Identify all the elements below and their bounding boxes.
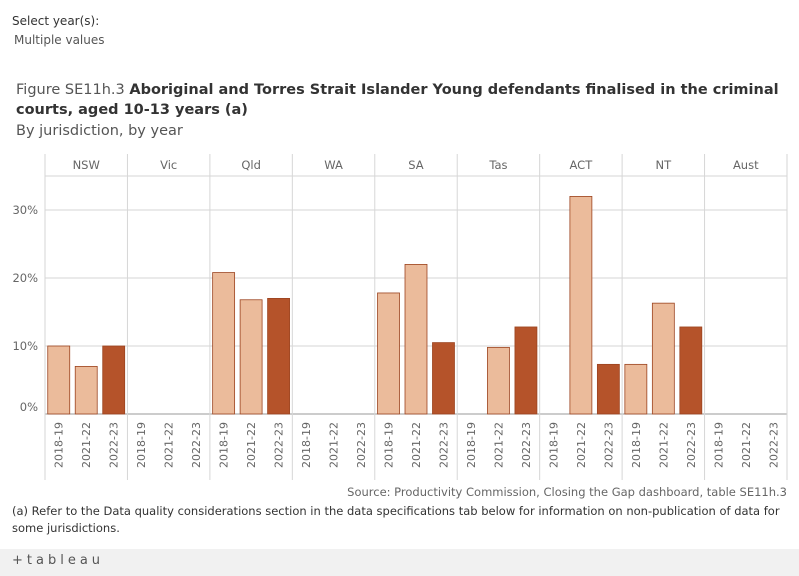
- filter-label: Select year(s):: [12, 14, 100, 28]
- tableau-logo[interactable]: +tableau: [12, 553, 105, 568]
- figure-subtitle: By jurisdiction, by year: [16, 123, 183, 139]
- y-tick-label: 0%: [20, 400, 38, 414]
- tableau-footer: +tableau: [0, 549, 799, 576]
- x-tick-label: 2018-19: [383, 422, 396, 468]
- x-tick-label: 2022-23: [108, 422, 121, 468]
- bar: [624, 363, 648, 415]
- x-tick-label: 2021-22: [80, 422, 93, 468]
- bar: [377, 292, 400, 415]
- panel-header-sa: SA: [408, 158, 424, 172]
- x-tick-label: 2022-23: [190, 422, 203, 468]
- x-tick-label: 2021-22: [163, 422, 176, 468]
- panel-header-nt: NT: [656, 158, 673, 172]
- bar: [679, 326, 703, 415]
- bar: [432, 342, 455, 415]
- y-tick-label: 30%: [12, 203, 38, 217]
- x-tick-label: 2021-22: [575, 422, 588, 468]
- figure-title: Figure SE11h.3 Aboriginal and Torres Str…: [16, 80, 786, 120]
- source-note: Source: Productivity Commission, Closing…: [347, 485, 787, 499]
- footnote: (a) Refer to the Data quality considerat…: [12, 504, 780, 535]
- x-tick-label: 2022-23: [520, 422, 533, 468]
- x-tick-label: 2021-22: [492, 422, 505, 468]
- bar: [569, 196, 593, 415]
- x-tick-label: 2021-22: [657, 422, 670, 468]
- x-tick-label: 2018-19: [300, 422, 313, 468]
- x-tick-label: 2021-22: [740, 422, 753, 468]
- x-tick-label: 2018-19: [218, 422, 231, 468]
- panel-header-wa: WA: [324, 158, 343, 172]
- figure-title-block: Figure SE11h.3 Aboriginal and Torres Str…: [16, 80, 786, 139]
- x-tick-label: 2022-23: [273, 422, 286, 468]
- bar: [487, 346, 510, 415]
- bar: [74, 365, 98, 415]
- x-tick-label: 2021-22: [328, 422, 341, 468]
- x-tick-label: 2022-23: [767, 422, 780, 468]
- bar: [212, 272, 236, 415]
- x-tick-label: 2022-23: [437, 422, 450, 468]
- x-tick-label: 2021-22: [410, 422, 423, 468]
- panel-header-aust: Aust: [733, 158, 759, 172]
- figure-number: Figure SE11h.3: [16, 82, 130, 98]
- figure-title-text: Aboriginal and Torres Strait Islander Yo…: [16, 82, 779, 118]
- x-tick-label: 2022-23: [602, 422, 615, 468]
- panel-header-tas: Tas: [488, 158, 507, 172]
- bar: [267, 297, 290, 415]
- y-tick-label: 10%: [12, 339, 38, 353]
- x-tick-label: 2018-19: [547, 422, 560, 468]
- year-filter-dropdown[interactable]: Multiple values: [14, 33, 105, 47]
- bar: [239, 299, 263, 415]
- x-tick-label: 2021-22: [245, 422, 258, 468]
- x-tick-label: 2022-23: [685, 422, 698, 468]
- bar: [651, 302, 675, 415]
- bar: [596, 363, 620, 415]
- x-tick-label: 2018-19: [135, 422, 148, 468]
- y-tick-label: 20%: [12, 271, 38, 285]
- bar-chart: 0% 10% 20% 30% NSW 2018-19 2021-22 2022-23 Vic 20…: [12, 154, 788, 480]
- x-tick-label: 2018-19: [465, 422, 478, 468]
- panel-header-nsw: NSW: [73, 158, 100, 172]
- bar: [404, 264, 428, 415]
- panel-header-vic: Vic: [160, 158, 177, 172]
- panel-header-qld: Qld: [241, 158, 261, 172]
- bar: [47, 345, 71, 415]
- bar: [514, 326, 538, 415]
- x-tick-label: 2018-19: [53, 422, 66, 468]
- x-tick-label: 2018-19: [712, 422, 725, 468]
- x-tick-label: 2018-19: [630, 422, 643, 468]
- x-tick-label: 2022-23: [355, 422, 368, 468]
- panel-header-act: ACT: [570, 158, 594, 172]
- bar: [102, 345, 126, 415]
